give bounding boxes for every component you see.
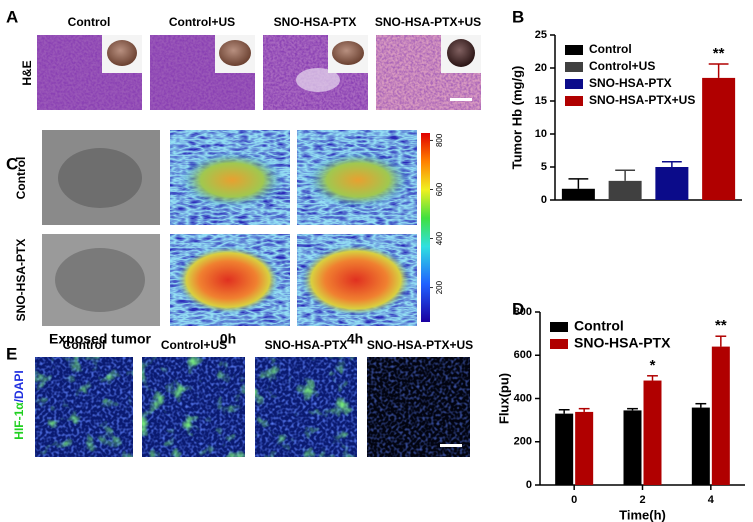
column-label: Control <box>63 338 106 352</box>
legend-label: SNO-HSA-PTX+US <box>589 93 695 107</box>
y-tick-label: 800 <box>514 306 532 318</box>
significance: * <box>650 357 656 374</box>
legend-swatch <box>550 322 568 332</box>
x-axis-label: Time(h) <box>619 507 666 522</box>
column-label: Control+US <box>169 15 235 29</box>
row-label: HIF-1α/DAPI <box>12 370 26 439</box>
bar <box>643 380 662 485</box>
significance: ** <box>713 45 725 62</box>
scale-bar <box>440 444 462 447</box>
legend-label: Control+US <box>589 59 655 73</box>
y-tick-label: 10 <box>535 128 547 140</box>
column-label: SNO-HSA-PTX+US <box>367 338 473 352</box>
legend-label: Control <box>574 318 624 334</box>
y-tick-label: 600 <box>514 349 532 361</box>
legend-label: SNO-HSA-PTX <box>574 335 671 351</box>
legend-swatch <box>565 45 583 55</box>
hif-texture <box>35 357 133 457</box>
thermal-spot <box>306 152 410 208</box>
bar <box>561 188 595 200</box>
thermal-spot <box>176 246 280 314</box>
panel-label: A <box>6 7 18 26</box>
bar <box>702 77 736 200</box>
tumor-photo <box>332 41 364 65</box>
colorbar-tick-label: 400 <box>435 231 444 245</box>
row-label-part: /DAPI <box>12 370 26 402</box>
legend-swatch <box>565 79 583 89</box>
y-tick-label: 25 <box>535 29 547 41</box>
tumor-photo <box>107 40 137 66</box>
column-label: 4h <box>347 331 363 347</box>
significance: ** <box>715 317 727 334</box>
bar <box>575 411 594 485</box>
y-tick-label: 0 <box>526 479 532 491</box>
panel-label: B <box>512 7 524 26</box>
row-label-part: HIF-1α <box>12 402 26 440</box>
tumor-photo <box>447 39 475 67</box>
scale-bar <box>450 98 472 101</box>
hif-texture <box>142 357 245 457</box>
column-label: SNO-HSA-PTX <box>274 15 357 29</box>
legend-swatch <box>550 339 568 349</box>
colorbar-tick-label: 800 <box>435 133 444 147</box>
x-tick-label: 2 <box>639 494 645 506</box>
y-tick-label: 0 <box>541 194 547 206</box>
tumor-region <box>55 248 145 312</box>
y-tick-label: 20 <box>535 62 547 74</box>
y-axis-label: Flux(pu) <box>496 373 511 424</box>
row-label: SNO-HSA-PTX <box>14 239 28 322</box>
fluorescence-images <box>35 357 470 457</box>
legend-swatch <box>565 96 583 106</box>
hif-texture <box>255 357 357 457</box>
thermal-spot <box>180 152 284 208</box>
bar <box>711 346 730 485</box>
he-images <box>37 35 481 110</box>
colorbar <box>421 133 430 322</box>
thermal-images <box>42 130 430 326</box>
column-label: 0h <box>220 331 236 347</box>
bar <box>555 413 574 485</box>
column-label: Exposed tumor <box>49 331 151 347</box>
thermal-spot <box>300 244 412 316</box>
panel-label: C <box>6 154 18 173</box>
column-label: Control <box>68 15 111 29</box>
bar <box>608 180 642 200</box>
y-tick-label: 200 <box>514 436 532 448</box>
row-label: H&E <box>20 60 34 85</box>
he-necrosis <box>296 68 340 92</box>
dapi-texture <box>367 357 470 457</box>
colorbar-tick-label: 600 <box>435 182 444 196</box>
y-tick-label: 15 <box>535 95 547 107</box>
y-axis-label: Tumor Hb (mg/g) <box>509 66 524 170</box>
tumor-region <box>58 148 142 208</box>
row-label: Control <box>14 157 28 200</box>
column-label: SNO-HSA-PTX <box>265 338 348 352</box>
x-tick-label: 0 <box>571 494 577 506</box>
tumor-photo <box>219 40 251 66</box>
column-label: SNO-HSA-PTX+US <box>375 15 481 29</box>
x-tick-label: 4 <box>708 494 715 506</box>
column-label: Control+US <box>161 338 227 352</box>
colorbar-tick-label: 200 <box>435 280 444 294</box>
legend-swatch <box>565 62 583 72</box>
bar <box>623 410 642 485</box>
y-tick-label: 5 <box>541 161 547 173</box>
legend-label: SNO-HSA-PTX <box>589 76 672 90</box>
bar <box>691 407 710 485</box>
panel-label: D <box>512 299 524 318</box>
legend-label: Control <box>589 42 632 56</box>
panel-label: E <box>6 344 17 363</box>
y-tick-label: 400 <box>514 392 532 404</box>
bar <box>655 167 689 200</box>
